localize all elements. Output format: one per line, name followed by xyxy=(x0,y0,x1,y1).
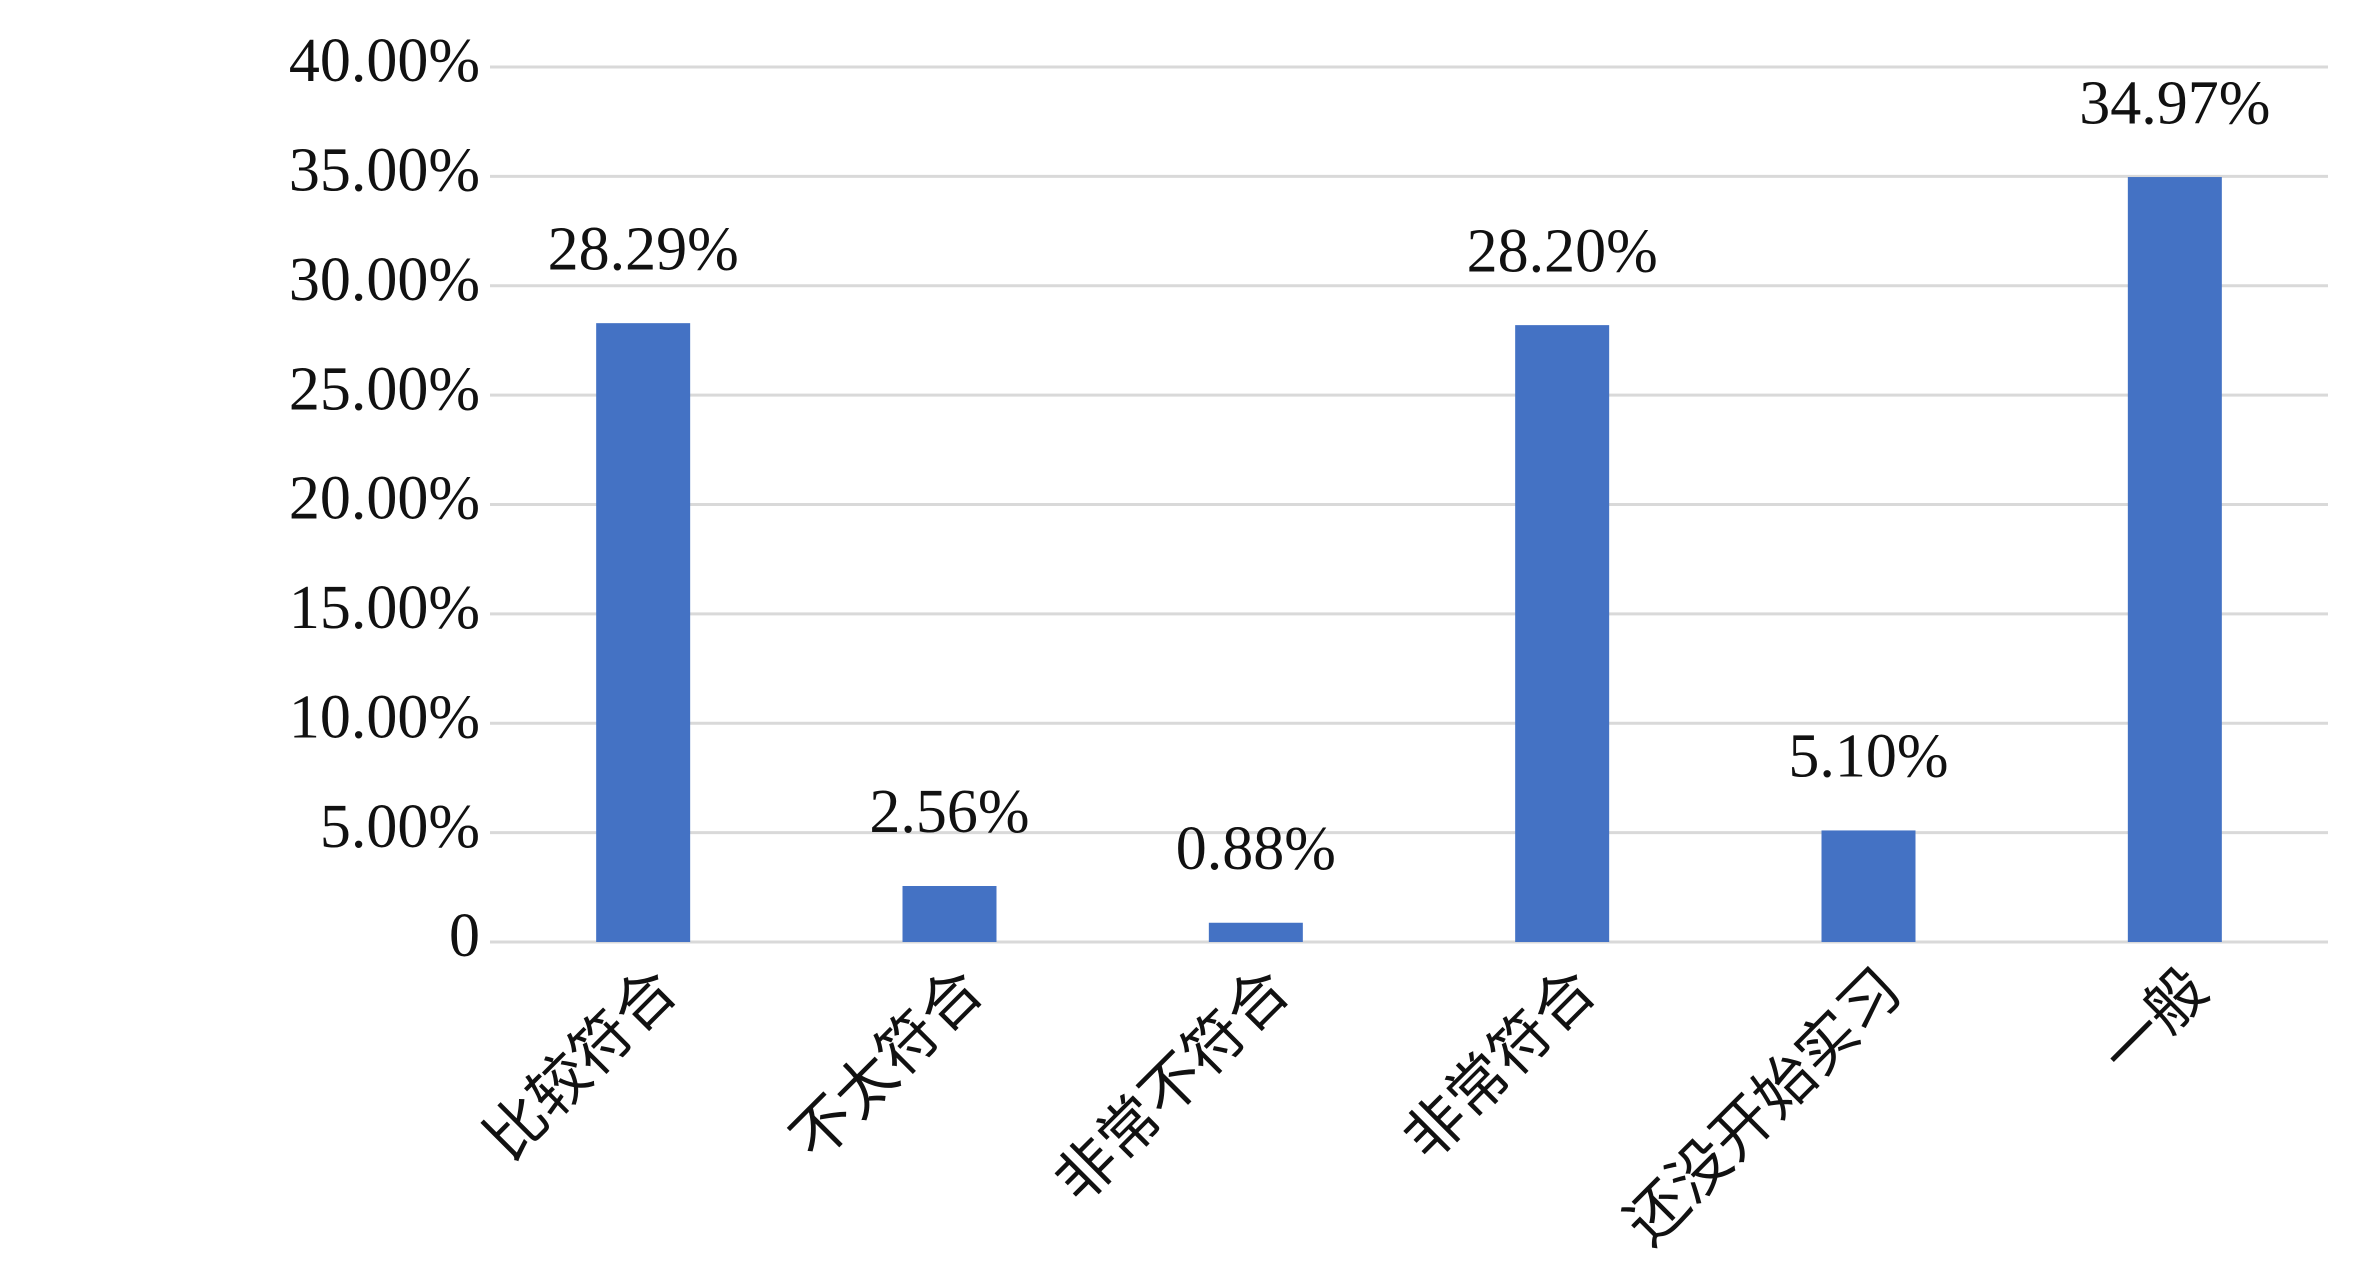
y-tick-label: 25.00% xyxy=(289,355,480,423)
bar xyxy=(1515,325,1610,942)
x-tick-label: 非常符合 xyxy=(1390,955,1609,1174)
data-label: 28.20% xyxy=(1467,217,1658,285)
data-label: 34.97% xyxy=(2079,69,2270,137)
data-label: 5.10% xyxy=(1788,723,1948,791)
bar xyxy=(2127,177,2222,942)
y-tick-label: 20.00% xyxy=(289,465,480,533)
x-tick-label: 一般 xyxy=(2088,955,2222,1089)
y-tick-label: 10.00% xyxy=(289,683,480,751)
y-tick-label: 30.00% xyxy=(289,246,480,314)
y-tick-label: 5.00% xyxy=(320,793,480,861)
data-label: 0.88% xyxy=(1176,815,1336,883)
bar xyxy=(902,886,997,942)
y-tick-label: 15.00% xyxy=(289,574,480,642)
x-tick-label: 比较符合 xyxy=(471,955,690,1174)
x-tick-label: 非常不符合 xyxy=(1042,955,1304,1217)
x-tick-label: 不太符合 xyxy=(778,955,997,1174)
y-tick-label: 35.00% xyxy=(289,137,480,205)
y-tick-label: 0 xyxy=(449,902,480,970)
y-tick-label: 40.00% xyxy=(289,27,480,95)
bar xyxy=(596,323,691,942)
x-tick-label: 还没开始实习 xyxy=(1612,955,1916,1259)
data-label: 2.56% xyxy=(869,778,1029,846)
bar xyxy=(1821,830,1916,942)
bar xyxy=(1208,922,1303,942)
data-label: 28.29% xyxy=(548,215,739,283)
